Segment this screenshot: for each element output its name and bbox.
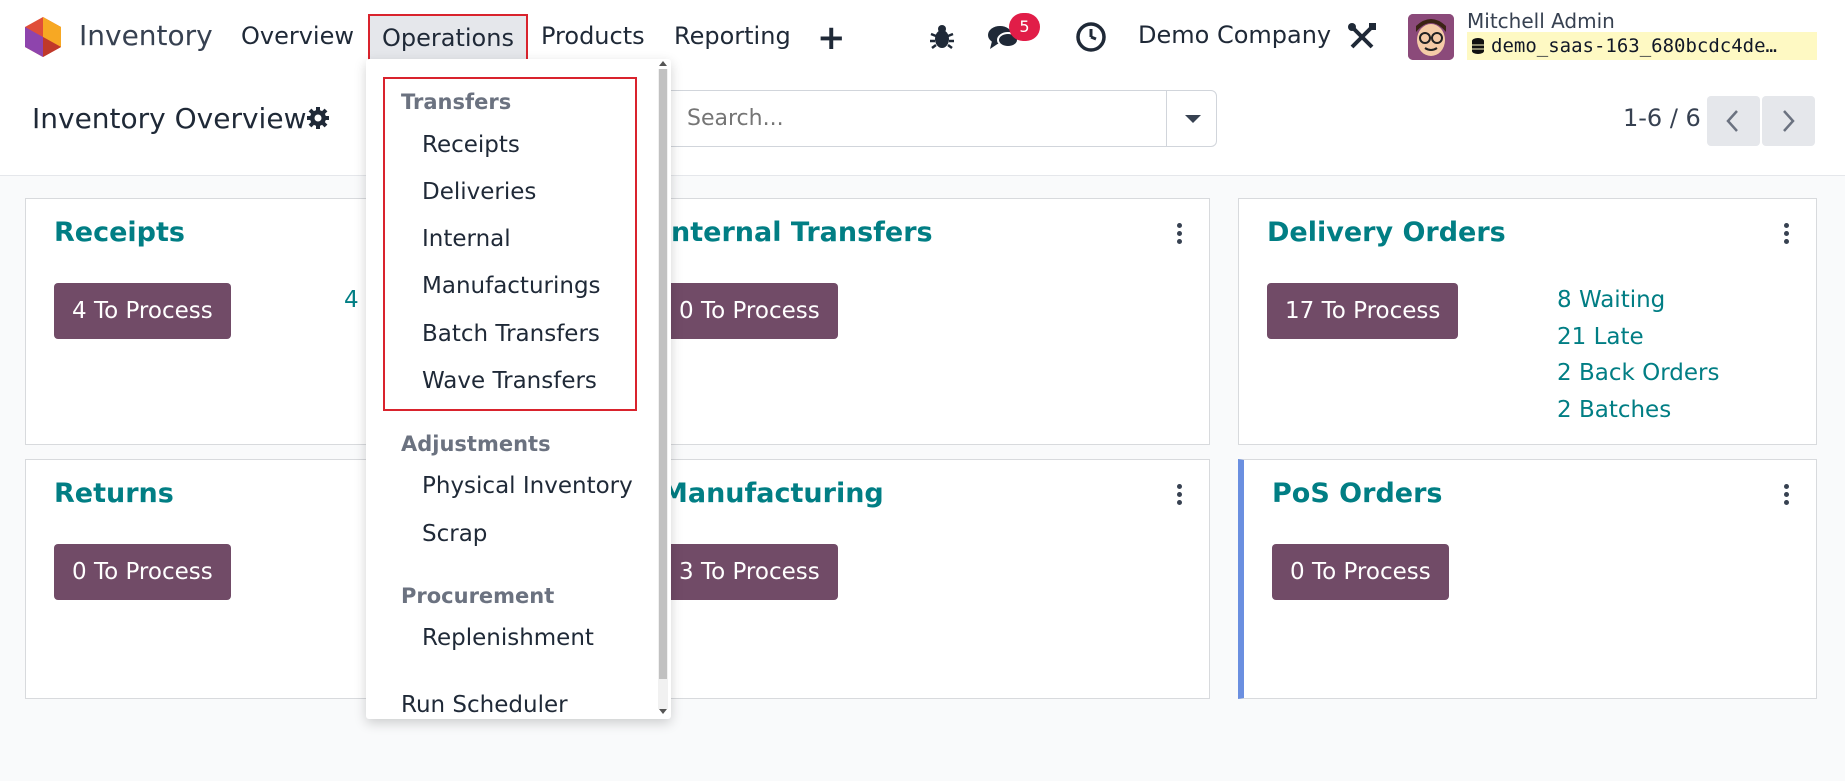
tools-icon[interactable] xyxy=(1345,20,1379,54)
user-avatar[interactable] xyxy=(1408,14,1454,60)
stat-waiting[interactable]: 8 Waiting xyxy=(1557,287,1666,313)
card-internal-transfers: Internal Transfers 0 To Process xyxy=(620,198,1210,445)
dropdown-section-procurement: Procurement xyxy=(401,584,555,608)
database-icon xyxy=(1472,38,1484,54)
menu-operations[interactable]: Operations xyxy=(368,14,528,61)
menu-overview[interactable]: Overview xyxy=(241,22,354,50)
card-pos-orders: PoS Orders 0 To Process xyxy=(1238,459,1817,699)
card-title[interactable]: Internal Transfers xyxy=(661,217,933,248)
kebab-menu-icon[interactable] xyxy=(1177,223,1183,245)
card-title[interactable]: Delivery Orders xyxy=(1267,217,1506,248)
kebab-menu-icon[interactable] xyxy=(1784,223,1790,245)
dropdown-item-batch-transfers[interactable]: Batch Transfers xyxy=(422,321,600,347)
dropdown-item-scrap[interactable]: Scrap xyxy=(422,521,488,547)
bug-icon[interactable] xyxy=(925,20,959,54)
dropdown-item-wave-transfers[interactable]: Wave Transfers xyxy=(422,368,597,394)
kebab-menu-icon[interactable] xyxy=(1177,484,1183,506)
menu-products[interactable]: Products xyxy=(541,22,645,50)
chevron-left-icon xyxy=(1726,110,1738,132)
search-box xyxy=(660,90,1217,147)
scroll-up-arrow-icon[interactable] xyxy=(659,61,667,66)
dropdown-item-run-scheduler[interactable]: Run Scheduler xyxy=(401,692,568,718)
card-title[interactable]: Returns xyxy=(54,478,174,509)
user-name[interactable]: Mitchell Admin xyxy=(1467,9,1615,33)
dropdown-section-transfers: Transfers xyxy=(401,90,512,114)
menu-reporting[interactable]: Reporting xyxy=(674,22,791,50)
card-manufacturing: Manufacturing 3 To Process xyxy=(620,459,1210,699)
card-title[interactable]: PoS Orders xyxy=(1272,478,1443,509)
kebab-menu-icon[interactable] xyxy=(1784,484,1790,506)
stat-late[interactable]: 21 Late xyxy=(1557,324,1644,350)
page-title: Inventory Overview xyxy=(32,102,307,135)
to-process-button[interactable]: 3 To Process xyxy=(661,544,838,600)
dropdown-item-replenishment[interactable]: Replenishment xyxy=(422,625,594,651)
card-delivery-orders: Delivery Orders 17 To Process 8 Waiting … xyxy=(1238,198,1817,445)
database-label: demo_saas-163_680bcdc4de… xyxy=(1491,35,1777,57)
dropdown-section-adjustments: Adjustments xyxy=(401,432,551,456)
to-process-button[interactable]: 0 To Process xyxy=(54,544,231,600)
gear-icon[interactable] xyxy=(306,106,330,130)
top-navbar: Inventory Overview Operations Products R… xyxy=(0,0,1845,74)
plus-icon[interactable]: + xyxy=(817,18,846,58)
pager-previous-button[interactable] xyxy=(1707,96,1760,146)
control-panel: Inventory Overview 1-6 / 6 xyxy=(0,74,1845,176)
transfers-highlight xyxy=(383,77,637,411)
card-title[interactable]: Manufacturing xyxy=(661,478,884,509)
app-name[interactable]: Inventory xyxy=(79,19,213,52)
clock-icon[interactable] xyxy=(1074,20,1108,54)
chevron-right-icon xyxy=(1783,110,1795,132)
card-title[interactable]: Receipts xyxy=(54,217,185,248)
scrollbar-thumb[interactable] xyxy=(659,69,667,679)
dropdown-item-internal[interactable]: Internal xyxy=(422,226,511,252)
dropdown-item-physical-inventory[interactable]: Physical Inventory xyxy=(422,473,633,499)
dropdown-item-manufacturings[interactable]: Manufacturings xyxy=(422,273,601,299)
company-switcher[interactable]: Demo Company xyxy=(1138,21,1332,49)
dropdown-item-receipts[interactable]: Receipts xyxy=(422,132,520,158)
to-process-button[interactable]: 17 To Process xyxy=(1267,283,1459,339)
dropdown-item-deliveries[interactable]: Deliveries xyxy=(422,179,537,205)
to-process-button[interactable]: 4 To Process xyxy=(54,283,231,339)
to-process-button[interactable]: 0 To Process xyxy=(1272,544,1449,600)
stat-batches[interactable]: 2 Batches xyxy=(1557,397,1672,423)
app-logo-icon[interactable] xyxy=(25,17,61,57)
messages-badge: 5 xyxy=(1009,13,1040,41)
stat-back-orders[interactable]: 2 Back Orders xyxy=(1557,360,1720,386)
search-options-toggle[interactable] xyxy=(1166,91,1216,146)
pager-value[interactable]: 1-6 / 6 xyxy=(1623,104,1701,132)
operations-dropdown-menu: Transfers Receipts Deliveries Internal M… xyxy=(366,59,671,719)
pager-next-button[interactable] xyxy=(1762,96,1815,146)
database-name: demo_saas-163_680bcdc4de… xyxy=(1467,32,1817,60)
to-process-button[interactable]: 0 To Process xyxy=(661,283,838,339)
search-input[interactable] xyxy=(687,91,1167,146)
scroll-down-arrow-icon[interactable] xyxy=(659,709,667,714)
dropdown-scrollbar[interactable] xyxy=(658,69,668,709)
